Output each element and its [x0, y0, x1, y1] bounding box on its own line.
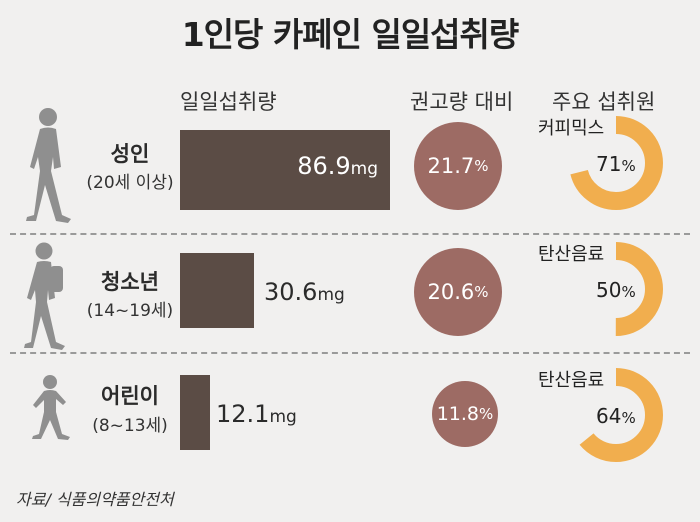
- group-age: (20세 이상): [86, 173, 174, 193]
- source-donut-adult-icon: [569, 116, 663, 210]
- group-name: 성인: [110, 142, 150, 166]
- source-label-teen: 탄산음료: [538, 244, 605, 265]
- source-label-child: 탄산음료: [538, 370, 605, 391]
- group-name: 어린이: [101, 384, 159, 408]
- row-divider: [10, 352, 690, 354]
- row-divider: [10, 233, 690, 235]
- group-age: (8~13세): [92, 416, 168, 436]
- ratio-column-header: 권고량 대비: [410, 90, 514, 114]
- intake-bar-adult: [180, 130, 390, 210]
- adult-figure-icon: [26, 108, 71, 223]
- intake-column-header: 일일섭취량: [180, 90, 277, 114]
- intake-value-adult: 86.9mg: [297, 152, 378, 180]
- source-label-adult: 커피믹스: [538, 118, 605, 139]
- source-pct-teen: 50%: [596, 278, 636, 302]
- group-name: 청소년: [101, 270, 159, 294]
- teen-figure-icon: [24, 242, 65, 350]
- intake-value-teen: 30.6mg: [264, 278, 345, 306]
- ratio-circle-adult: 21.7%: [414, 122, 502, 210]
- ratio-circle-child: 11.8%: [432, 381, 498, 447]
- chart-title: 1인당 카페인 일일섭취량: [181, 15, 520, 54]
- intake-bar-teen: [180, 253, 254, 328]
- source-donut-teen-icon: [569, 242, 663, 336]
- child-figure-icon: [32, 375, 70, 440]
- source-donut-child-icon: [569, 368, 663, 462]
- intake-bar-child: [180, 375, 210, 450]
- ratio-circle-teen: 20.6%: [414, 248, 502, 336]
- source-column-header: 주요 섭취원: [552, 90, 656, 114]
- group-age: (14~19세): [86, 301, 174, 321]
- source-pct-child: 64%: [596, 404, 636, 428]
- source-credit: 자료/ 식품의약품안전처: [16, 490, 174, 509]
- source-pct-adult: 71%: [596, 152, 636, 176]
- intake-value-child: 12.1mg: [216, 400, 297, 428]
